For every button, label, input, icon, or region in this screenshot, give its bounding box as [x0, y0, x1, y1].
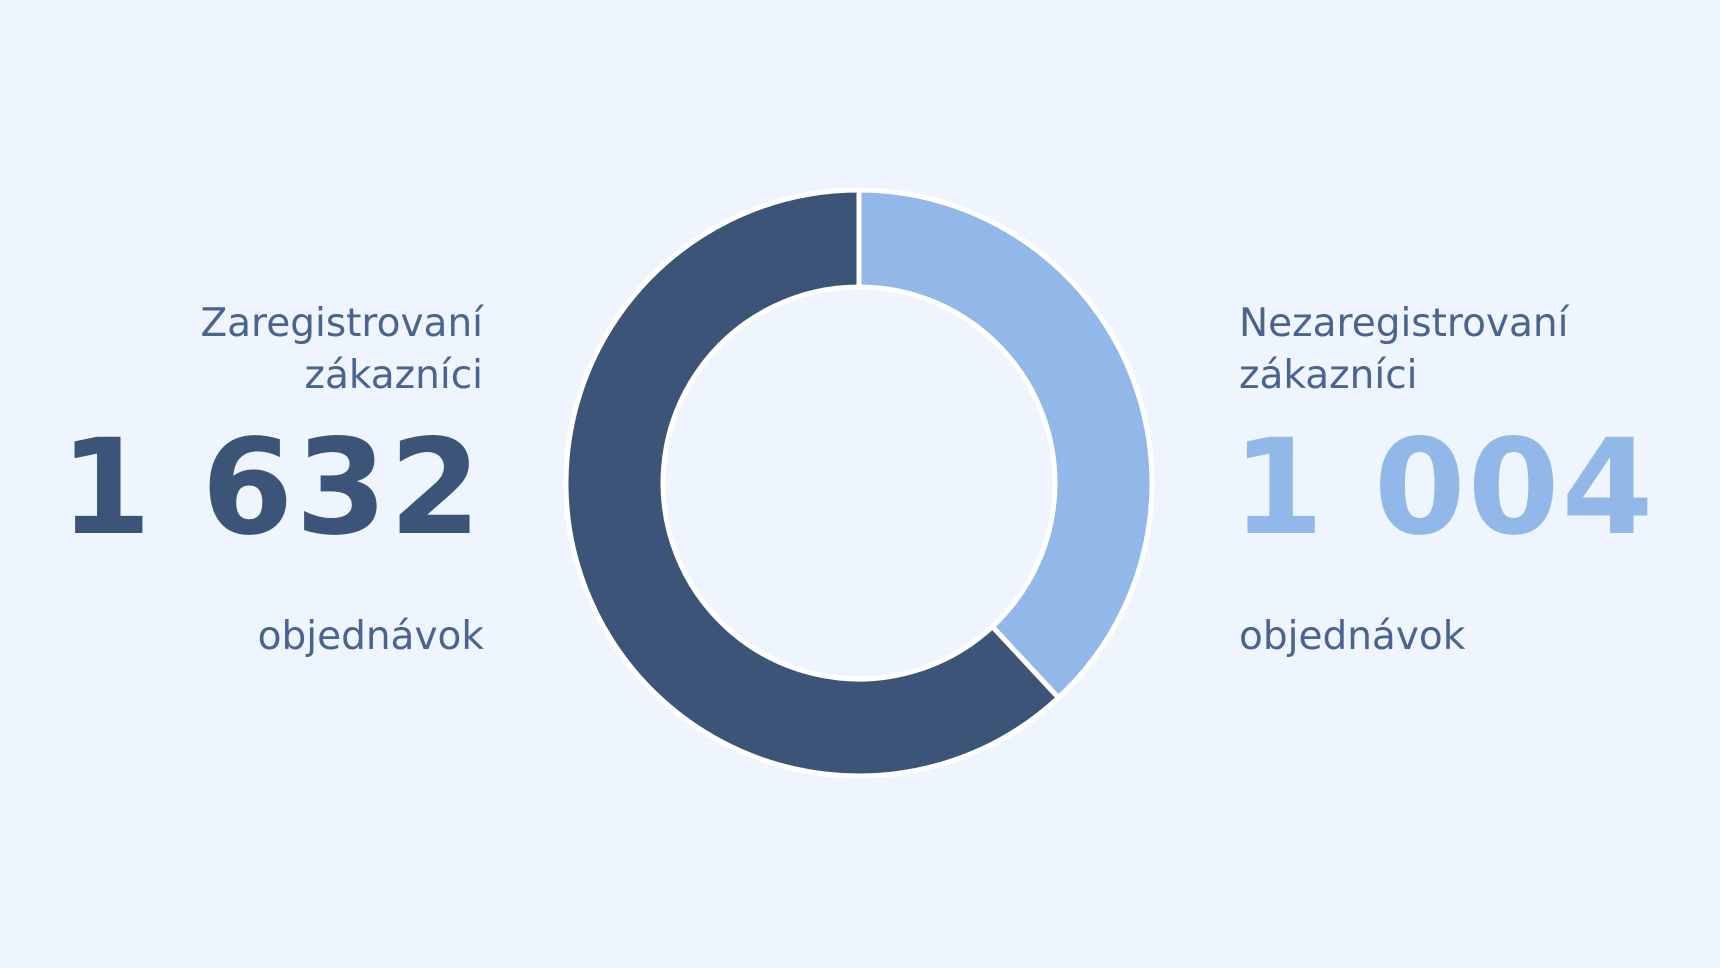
donut-segment [856, 187, 1155, 702]
unit-label: objednávok [1239, 614, 1466, 659]
donut-segment [563, 187, 1062, 779]
category-label: Zaregistrovaní zákazníci [200, 301, 483, 398]
unit-label: objednávok [257, 614, 484, 659]
category-label: Nezaregistrovaní zákazníci [1239, 301, 1569, 398]
value-label: 1 632 [59, 411, 483, 565]
value-label: 1 004 [1232, 411, 1656, 565]
